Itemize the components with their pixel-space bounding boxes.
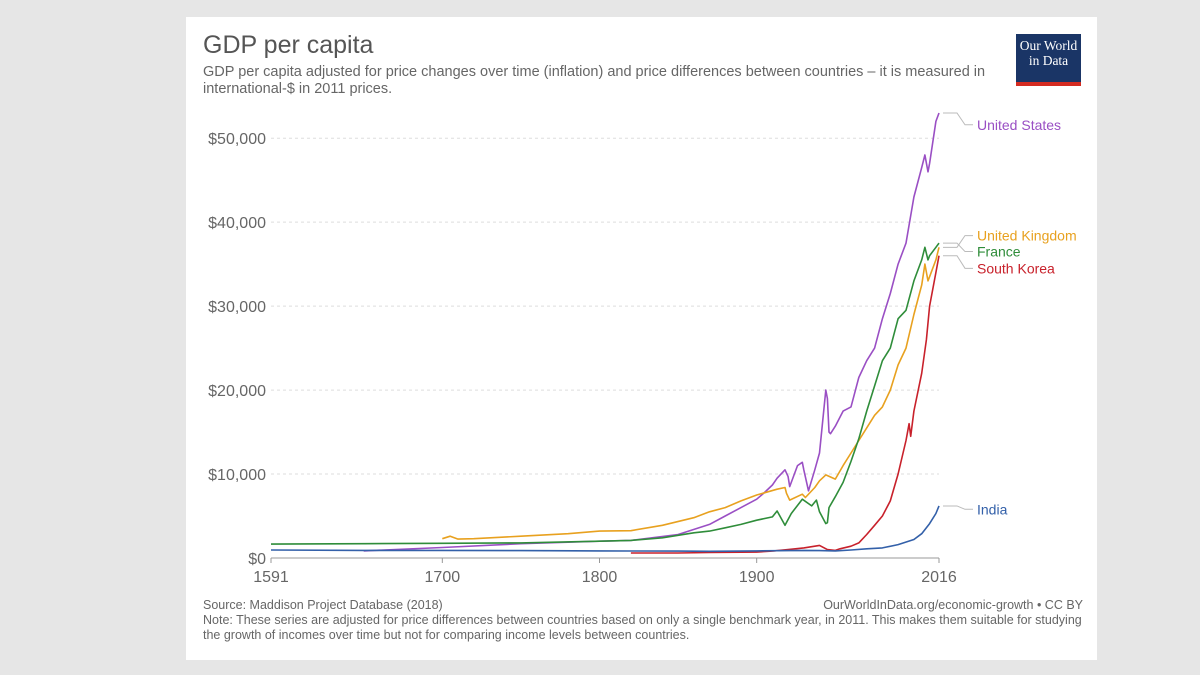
- x-tick-label: 2016: [921, 569, 957, 586]
- legend-label-united-kingdom: United Kingdom: [977, 228, 1077, 244]
- x-tick-label: 1900: [739, 569, 775, 586]
- chart-card: GDP per capita GDP per capita adjusted f…: [186, 17, 1097, 660]
- legend-label-france: France: [977, 244, 1021, 260]
- y-tick-label: $50,000: [208, 131, 266, 148]
- series-line-india: [270, 505, 940, 553]
- series-line-united-states: [363, 112, 940, 552]
- owid-logo[interactable]: Our World in Data: [1016, 34, 1081, 86]
- legend-label-india: India: [977, 501, 1008, 517]
- y-tick-label: $20,000: [208, 383, 266, 400]
- chart-title: GDP per capita: [203, 31, 374, 59]
- logo-line-1: Our World: [1019, 38, 1078, 53]
- series-line-united-kingdom: [442, 247, 940, 540]
- logo-line-2: in Data: [1028, 53, 1069, 68]
- chart-subtitle: GDP per capita adjusted for price change…: [203, 64, 986, 97]
- y-tick-label: $0: [248, 551, 266, 568]
- series-line-south-korea: [630, 255, 940, 554]
- legend-label-south-korea: South Korea: [977, 260, 1055, 276]
- legend-connector: [943, 235, 973, 248]
- y-tick-label: $40,000: [208, 215, 266, 232]
- legend-label-united-states: United States: [977, 117, 1061, 133]
- legend-connector: [943, 255, 973, 269]
- legend-connector: [943, 505, 973, 510]
- note-text: Note: These series are adjusted for pric…: [203, 613, 1082, 642]
- source-text: Source: Maddison Project Database (2018): [203, 598, 443, 612]
- x-tick-label: 1800: [582, 569, 618, 586]
- legend-connector: [943, 112, 973, 126]
- legend-connector: [943, 242, 973, 253]
- y-tick-label: $10,000: [208, 467, 266, 484]
- x-tick-label: 1700: [425, 569, 461, 586]
- credit-link[interactable]: OurWorldInData.org/economic-growth • CC …: [823, 598, 1083, 612]
- series-line-france: [270, 242, 940, 545]
- line-chart: $0 $10,000 $20,000 $30,000 $40,000 $50,000 159…: [208, 112, 1077, 586]
- y-tick-label: $30,000: [208, 299, 266, 316]
- chart-footer: Source: Maddison Project Database (2018)…: [203, 598, 1083, 643]
- x-tick-label: 1591: [253, 569, 289, 586]
